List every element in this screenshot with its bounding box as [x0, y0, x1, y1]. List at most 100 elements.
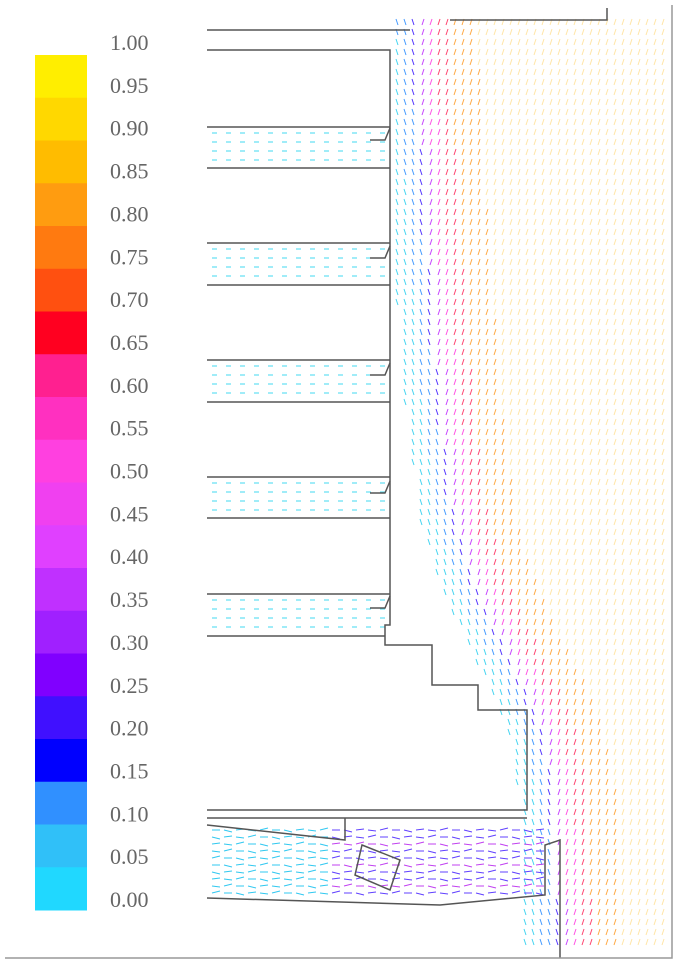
vector [629, 288, 633, 296]
vector [661, 248, 665, 256]
vector [589, 148, 593, 156]
vector [565, 398, 569, 406]
vector [525, 98, 529, 106]
vector [443, 468, 447, 476]
vector [581, 28, 585, 36]
vector [661, 338, 665, 346]
vector [557, 728, 561, 736]
vector [525, 628, 529, 636]
vector [565, 788, 569, 796]
vector [525, 278, 529, 286]
vector [493, 138, 497, 146]
vector [515, 768, 519, 776]
vector [517, 368, 521, 376]
vector [469, 308, 473, 316]
vector [435, 438, 439, 446]
vector [589, 198, 593, 206]
vector [419, 508, 423, 516]
vector [557, 668, 561, 676]
vector [485, 178, 489, 186]
vector [581, 728, 585, 736]
vector [645, 918, 649, 926]
vector [661, 118, 665, 126]
vector [581, 128, 585, 136]
vector [427, 438, 431, 446]
vector [469, 438, 473, 446]
vector [589, 318, 593, 326]
vector [541, 28, 545, 36]
base-vector [391, 890, 401, 894]
vector [411, 378, 415, 386]
vector [589, 578, 593, 586]
vector [493, 288, 497, 296]
vector [597, 128, 601, 136]
vector [477, 218, 481, 226]
vector [629, 388, 633, 396]
vector [637, 938, 641, 946]
vector [549, 278, 553, 286]
vector [645, 138, 649, 146]
vector [491, 628, 495, 636]
base-vector [223, 848, 233, 852]
vector [549, 298, 553, 306]
vector [589, 508, 593, 516]
vector [621, 878, 625, 886]
vector [557, 208, 561, 216]
vector [573, 498, 577, 506]
vector [557, 528, 561, 536]
vector [613, 888, 617, 896]
vector [403, 48, 407, 56]
vector [621, 708, 625, 716]
vector [645, 418, 649, 426]
vector [565, 588, 569, 596]
vector [653, 728, 657, 736]
vector [605, 408, 609, 416]
vector [445, 38, 449, 46]
vector [661, 478, 665, 486]
vector [525, 388, 529, 396]
base-vector [439, 843, 449, 847]
vector [461, 288, 465, 296]
vector [629, 868, 633, 876]
vector [637, 478, 641, 486]
vector [629, 728, 633, 736]
vector [411, 438, 415, 446]
vector [573, 798, 577, 806]
vector [629, 218, 633, 226]
vector [509, 368, 513, 376]
vector [645, 488, 649, 496]
vector [565, 918, 569, 926]
vector [501, 618, 505, 626]
vector [493, 98, 497, 106]
colorbar-band [35, 696, 87, 740]
vector [605, 608, 609, 616]
base-vector [487, 850, 497, 854]
vector [581, 348, 585, 356]
vector [581, 218, 585, 226]
vector [509, 118, 513, 126]
vector [549, 458, 553, 466]
vector [493, 418, 497, 426]
vector [605, 188, 609, 196]
vector [411, 18, 415, 26]
vector [629, 718, 633, 726]
vector [653, 308, 657, 316]
vector [613, 238, 617, 246]
vector [509, 508, 513, 516]
vector [549, 158, 553, 166]
vector [547, 888, 551, 896]
vector [645, 118, 649, 126]
vector [597, 638, 601, 646]
vector [477, 98, 481, 106]
vector [661, 448, 665, 456]
vector [453, 458, 457, 466]
vector [525, 498, 529, 506]
base-vector [415, 892, 425, 896]
vector [637, 128, 641, 136]
vector [437, 208, 441, 216]
vector [427, 478, 431, 486]
vector [581, 928, 585, 936]
vector [661, 658, 665, 666]
vector [565, 518, 569, 526]
vector [437, 218, 441, 226]
